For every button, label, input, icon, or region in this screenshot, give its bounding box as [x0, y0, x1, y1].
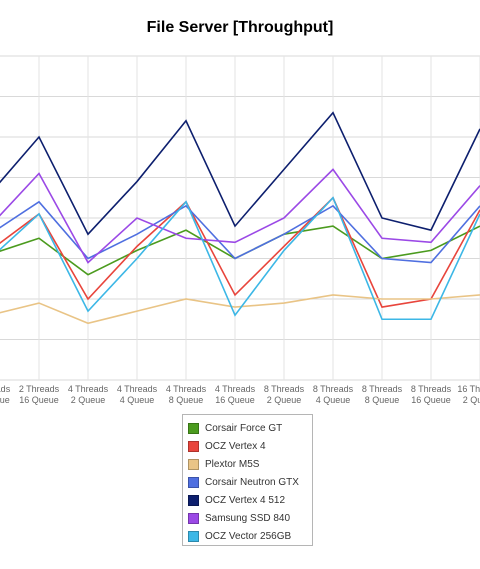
legend-swatch — [188, 422, 199, 434]
series-line-samsung-ssd-840 — [0, 168, 480, 264]
chart-title: File Server [Throughput] — [146, 19, 334, 36]
series-lines — [0, 111, 480, 325]
legend: Corsair Force GT OCZ Vertex 4 Plextor M5S C… — [182, 414, 313, 546]
series-line-plextor-m5s — [0, 294, 480, 325]
legend-label: Corsair Neutron GTX — [205, 476, 299, 488]
legend-item: OCZ Vertex 4 512 — [188, 491, 312, 509]
legend-item: OCZ Vector 256GB — [188, 527, 312, 545]
legend-swatch — [188, 458, 199, 470]
legend-swatch — [188, 440, 199, 452]
series-line-ocz-vertex-4 — [0, 196, 480, 308]
x-tick-label: 2 Threads 16 Queue — [19, 384, 60, 405]
x-tick-label: 4 Threads 16 Queue — [215, 384, 256, 405]
legend-swatch — [188, 512, 199, 524]
legend-label: Corsair Force GT — [205, 422, 283, 434]
legend-swatch — [188, 530, 199, 542]
legend-swatch — [188, 494, 199, 506]
x-tick-label: 4 Threads 4 Queue — [117, 384, 158, 405]
legend-label: OCZ Vertex 4 512 — [205, 494, 286, 506]
legend-item: Samsung SSD 840 — [188, 509, 312, 527]
series-line-ocz-vector-256gb — [0, 196, 480, 321]
legend-label: OCZ Vertex 4 — [205, 440, 266, 452]
legend-item: Corsair Neutron GTX — [188, 473, 312, 491]
x-tick-label: 4 Threads 8 Queue — [166, 384, 207, 405]
legend-item: Corsair Force GT — [188, 419, 312, 437]
legend-label: Plextor M5S — [205, 458, 260, 470]
legend-item: Plextor M5S — [188, 455, 312, 473]
x-tick-label: 8 Threads 8 Queue — [362, 384, 403, 405]
legend-label: OCZ Vector 256GB — [205, 530, 292, 542]
x-tick-label: 8 Threads 4 Queue — [313, 384, 354, 405]
grid-lines — [0, 55, 480, 381]
legend-swatch — [188, 476, 199, 488]
series-line-ocz-vertex-4-512 — [0, 111, 480, 236]
x-tick-label: 4 Threads 2 Queue — [68, 384, 109, 405]
legend-item: OCZ Vertex 4 — [188, 437, 312, 455]
x-tick-label: 8 Threads 2 Queue — [264, 384, 305, 405]
series-line-corsair-neutron-gtx — [0, 200, 480, 264]
legend-label: Samsung SSD 840 — [205, 512, 291, 524]
x-tick-label: 8 Threads 16 Queue — [411, 384, 452, 405]
